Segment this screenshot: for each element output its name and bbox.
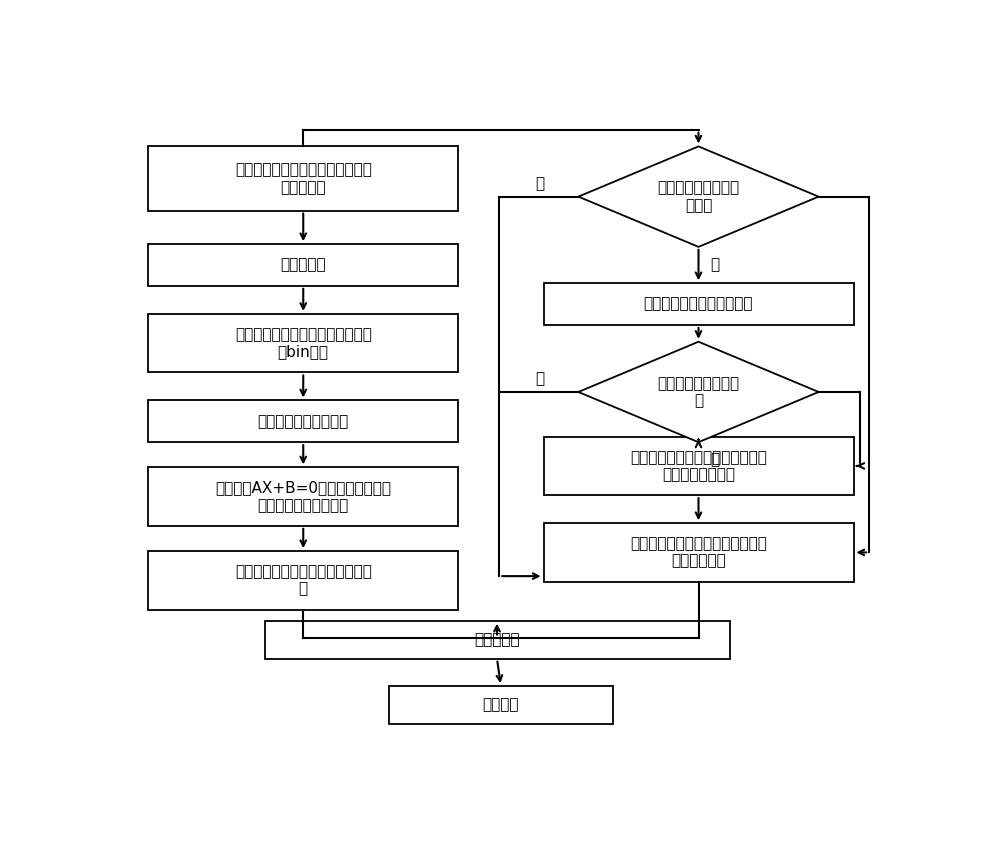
Text: 建立方程AX+B=0，并获取受力平衡
下各单元的初始坐标解: 建立方程AX+B=0，并获取受力平衡 下各单元的初始坐标解 [215,481,391,513]
Text: 初始布局，并更新单元类型优先队
列: 初始布局，并更新单元类型优先队 列 [235,564,372,596]
Text: 读入综合后的网表，对输入输出单
元进行布局: 读入综合后的网表，对输入输出单 元进行布局 [235,162,372,195]
FancyBboxPatch shape [148,314,458,372]
Text: 详细布局: 详细布局 [483,698,519,712]
Text: 网表预处理: 网表预处理 [280,258,326,272]
Text: 是否满足该层结束条
件: 是否满足该层结束条 件 [657,376,740,408]
Text: 否: 否 [710,452,719,467]
FancyBboxPatch shape [264,621,730,659]
Polygon shape [578,342,819,442]
Text: 小范围扩展: 小范围扩展 [474,633,520,647]
Text: 是: 是 [535,371,544,387]
Text: 合法化该层的单元，同时更新单元
类型优先队列: 合法化该层的单元，同时更新单元 类型优先队列 [630,536,767,569]
FancyBboxPatch shape [544,437,854,495]
FancyBboxPatch shape [148,244,458,286]
Text: 根据对所有非固定单元分层扩展的
结果统一求解方程: 根据对所有非固定单元分层扩展的 结果统一求解方程 [630,449,767,483]
Text: 单元类型优先队列是
否为空: 单元类型优先队列是 否为空 [657,181,740,213]
Text: 是: 是 [535,176,544,191]
Text: 取出最高优先级的单元类型: 取出最高优先级的单元类型 [644,297,753,311]
FancyBboxPatch shape [148,400,458,442]
Text: 建立单元类型优先队列: 建立单元类型优先队列 [258,414,349,429]
FancyBboxPatch shape [544,523,854,582]
Polygon shape [578,147,819,247]
FancyBboxPatch shape [148,147,458,210]
FancyBboxPatch shape [388,686,613,724]
Text: 针对网表中不同单元类型，建立多
层bin结构: 针对网表中不同单元类型，建立多 层bin结构 [235,327,372,360]
Text: 否: 否 [710,257,719,272]
FancyBboxPatch shape [544,283,854,325]
FancyBboxPatch shape [148,467,458,526]
FancyBboxPatch shape [148,551,458,610]
